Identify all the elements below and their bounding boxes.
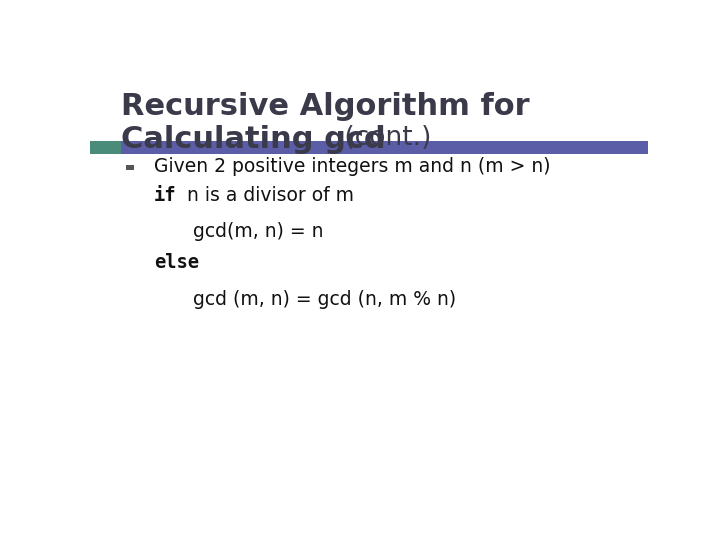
Bar [90, 141, 121, 154]
Text: n is a divisor of m: n is a divisor of m [181, 186, 354, 205]
Text: Given 2 positive integers m and n (m > n): Given 2 positive integers m and n (m > n… [154, 157, 551, 176]
Text: Calculating gcd: Calculating gcd [121, 125, 385, 154]
Text: Recursive Algorithm for: Recursive Algorithm for [121, 92, 529, 121]
Bar [126, 165, 134, 171]
Text: gcd(m, n) = n: gcd(m, n) = n [193, 221, 324, 241]
Text: gcd (m, n) = gcd (n, m % n): gcd (m, n) = gcd (n, m % n) [193, 290, 456, 309]
Bar [121, 141, 648, 154]
Text: else: else [154, 253, 199, 272]
Text: (cont.): (cont.) [336, 125, 431, 151]
Text: if: if [154, 186, 176, 205]
